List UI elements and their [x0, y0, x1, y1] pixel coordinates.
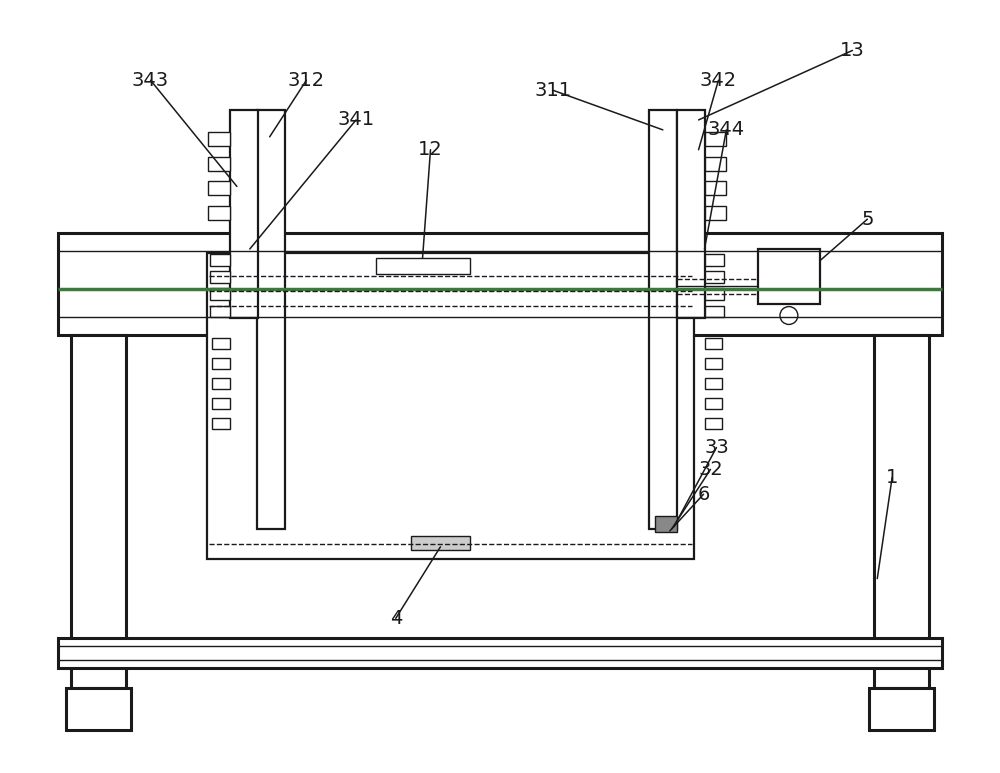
Bar [677, 110, 705, 318]
Bar [212, 378, 230, 389]
Text: 312: 312 [288, 70, 325, 90]
Bar [212, 358, 230, 369]
Text: 343: 343 [132, 70, 169, 90]
Bar [210, 288, 230, 300]
Text: 1: 1 [886, 468, 898, 487]
Bar [212, 339, 230, 349]
Bar [58, 638, 942, 668]
Bar [207, 253, 694, 559]
Bar [208, 132, 230, 146]
Bar [655, 516, 677, 532]
Bar [705, 182, 726, 196]
Bar [705, 157, 726, 171]
Bar [869, 688, 934, 730]
Bar [208, 206, 230, 220]
Bar [705, 288, 724, 300]
Bar [230, 110, 258, 318]
Text: 33: 33 [704, 438, 729, 457]
Bar [705, 358, 722, 369]
Bar [71, 335, 126, 688]
Bar [210, 254, 230, 266]
Bar [705, 378, 722, 389]
Bar [376, 258, 470, 274]
Text: 13: 13 [840, 41, 865, 60]
Text: 5: 5 [861, 209, 874, 229]
Bar [257, 110, 285, 529]
Bar [874, 335, 929, 688]
Bar [66, 688, 131, 730]
Text: 4: 4 [390, 609, 402, 628]
Text: 6: 6 [697, 485, 710, 504]
Bar [705, 132, 726, 146]
Bar [208, 157, 230, 171]
Bar [210, 271, 230, 283]
Bar [208, 182, 230, 196]
Bar [705, 254, 724, 266]
Bar [705, 417, 722, 429]
Bar [212, 417, 230, 429]
Bar [58, 233, 942, 335]
Bar [210, 305, 230, 318]
Bar [411, 536, 470, 550]
Bar [705, 398, 722, 409]
Text: 32: 32 [698, 460, 723, 479]
Bar [705, 206, 726, 220]
Text: 311: 311 [534, 80, 571, 100]
Bar [705, 271, 724, 283]
Text: 341: 341 [337, 111, 375, 129]
Bar [705, 305, 724, 318]
Bar [649, 110, 677, 529]
Text: 344: 344 [708, 121, 745, 139]
Text: 342: 342 [700, 70, 737, 90]
Bar [705, 339, 722, 349]
Bar [212, 398, 230, 409]
Bar [758, 249, 820, 304]
Text: 12: 12 [418, 140, 443, 159]
